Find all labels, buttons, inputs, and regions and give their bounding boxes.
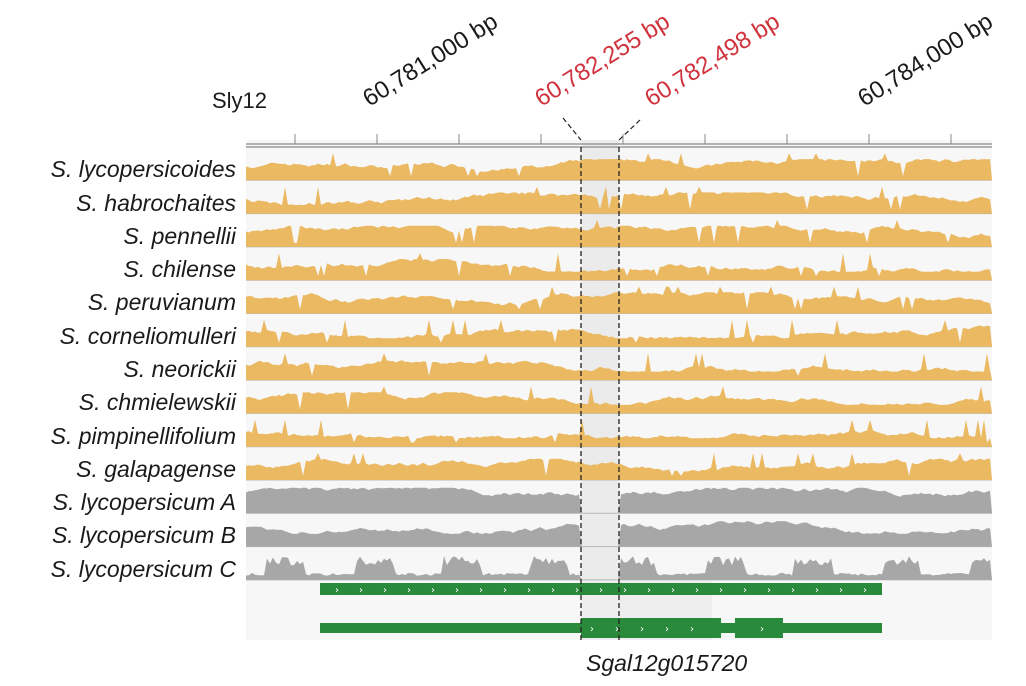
strand-arrow: › [863,585,867,596]
strand-arrow: › [551,585,555,596]
coverage-track [246,556,992,580]
strand-arrow: › [743,585,747,596]
gene-model-2-exon [735,618,783,638]
strand-arrow: › [719,585,723,596]
coverage-track [246,453,992,480]
coverage-track [246,521,992,547]
breakpoint-leader [562,117,582,141]
strand-arrow: › [335,585,339,596]
species-label: S. chmielewskii [78,389,236,415]
strand-arrow: › [815,585,819,596]
deletion-highlight [581,140,619,640]
strand-arrow: › [527,585,531,596]
strand-arrow: › [760,624,764,635]
gene-name-label: Sgal12g015720 [586,650,748,676]
coverage-track [246,220,992,247]
strand-arrow: › [503,585,507,596]
coverage-track [246,487,992,514]
strand-arrow: › [791,585,795,596]
strand-arrow: › [767,585,771,596]
strand-arrow: › [407,585,411,596]
coverage-track [246,419,992,447]
strand-arrow: › [640,624,644,635]
species-label: S. lycopersicoides [50,156,236,182]
coverage-track [246,386,992,414]
species-label: S. galapagense [76,456,236,482]
strand-arrow: › [383,585,387,596]
strand-arrow: › [590,624,594,635]
strand-arrow: › [690,624,694,635]
species-label: S. lycopersicum B [51,522,236,548]
strand-arrow: › [359,585,363,596]
species-label: S. habrochaites [76,190,236,216]
strand-arrow: › [695,585,699,596]
strand-arrow: › [623,585,627,596]
species-label: S. pennellii [123,223,236,249]
species-label: S. lycopersicum C [50,556,236,582]
coverage-track [246,253,992,281]
gene-model-2-exon [581,618,721,638]
chromosome-label: Sly12 [212,88,268,113]
strand-arrow: › [479,585,483,596]
strand-arrow: › [599,585,603,596]
species-label: S. peruvianum [87,289,236,315]
species-label: S. corneliomulleri [59,323,236,349]
coverage-track [246,353,992,381]
coverage-track [246,186,992,214]
strand-arrow: › [431,585,435,596]
coverage-track [246,319,992,347]
strand-arrow: › [665,624,669,635]
species-label: S. chilense [123,256,236,282]
strand-arrow: › [647,585,651,596]
strand-arrow: › [671,585,675,596]
strand-arrow: › [615,624,619,635]
breakpoint-leader [618,119,641,141]
species-label: S. neorickii [123,356,236,382]
strand-arrow: › [455,585,459,596]
strand-arrow: › [575,585,579,596]
species-label: S. lycopersicum A [52,489,236,515]
strand-arrow: › [839,585,843,596]
species-label: S. pimpinellifolium [50,423,236,449]
gene-model-1 [320,583,882,595]
